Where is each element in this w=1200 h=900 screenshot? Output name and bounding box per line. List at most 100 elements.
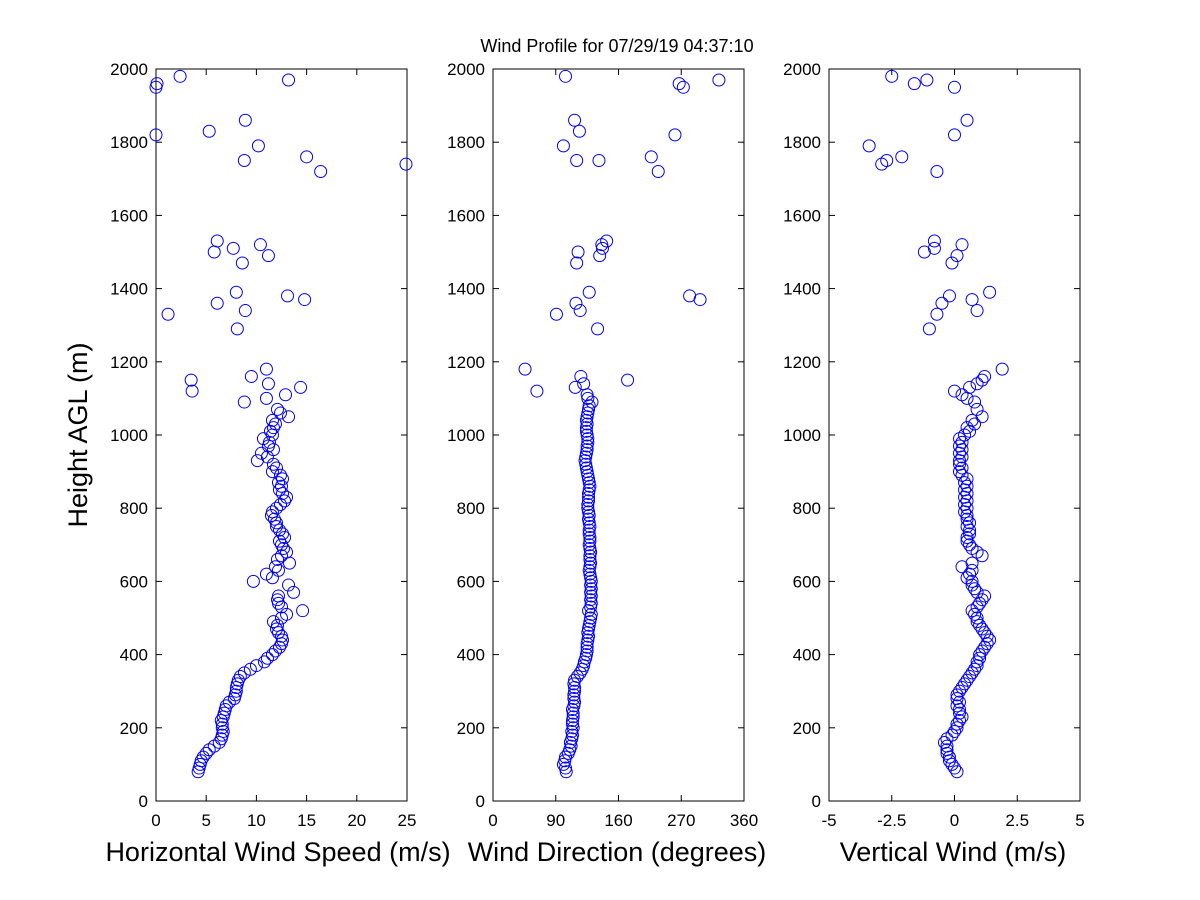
data-point [249, 659, 263, 673]
data-point [960, 571, 974, 585]
data-point [960, 487, 974, 501]
data-point [950, 249, 964, 263]
data-point [885, 69, 899, 83]
data-point [592, 154, 606, 167]
data-point [942, 289, 956, 303]
data-point [259, 567, 273, 581]
data-point [573, 666, 587, 680]
data-point [266, 457, 280, 471]
y-tick-label: 2000 [447, 60, 485, 79]
data-point [568, 684, 582, 698]
data-point [973, 651, 987, 665]
data-point [577, 377, 591, 391]
y-tick-label: 0 [476, 792, 485, 811]
data-point [950, 699, 964, 713]
data-point [582, 285, 596, 299]
data-point [571, 245, 585, 259]
x-tick-labels: 0 5 10 15 20 25 [151, 811, 416, 830]
data-point [970, 402, 984, 416]
data-point [580, 644, 594, 658]
data-point [194, 754, 208, 768]
data-point [273, 468, 287, 482]
data-point [978, 369, 992, 383]
data-point [244, 369, 258, 383]
data-point [958, 483, 972, 497]
data-point [269, 501, 283, 515]
data-point [980, 629, 994, 643]
data-point [948, 80, 961, 94]
data-point [712, 73, 726, 87]
data-point [268, 560, 282, 574]
data-point [953, 684, 967, 698]
x-tick-label: 0 [488, 811, 497, 830]
data-point [948, 724, 961, 738]
data-points [518, 69, 726, 779]
data-point [953, 706, 967, 720]
data-point [958, 498, 972, 512]
data-point [583, 534, 597, 548]
data-point [950, 692, 964, 706]
data-point [965, 563, 979, 577]
data-point [269, 520, 283, 533]
data-point [219, 699, 233, 713]
data-point [233, 670, 247, 684]
data-point [953, 457, 967, 471]
data-point [907, 77, 921, 91]
y-tick-label: 400 [120, 646, 148, 665]
data-point [965, 541, 979, 555]
data-point [518, 362, 532, 376]
data-point [580, 443, 594, 457]
y-tick-label: 2000 [110, 60, 148, 79]
data-point [960, 421, 974, 435]
y-tick-label: 800 [120, 499, 148, 518]
data-point [567, 692, 581, 706]
data-point [895, 150, 909, 164]
data-point [668, 128, 682, 142]
data-point [280, 607, 294, 621]
data-point [579, 424, 593, 438]
data-point [584, 607, 598, 621]
data-point [266, 421, 280, 435]
x-tick-label: 270 [667, 811, 695, 830]
data-point [570, 256, 584, 270]
data-point [960, 512, 974, 526]
data-point [975, 373, 989, 387]
x-tick-label: 0 [151, 811, 160, 830]
data-point [271, 589, 285, 603]
data-point [595, 238, 609, 252]
data-point [568, 380, 582, 394]
data-point [270, 402, 284, 416]
data-point [960, 501, 974, 515]
data-point [275, 538, 288, 552]
x-axis-label: Wind Direction (degrees) [468, 837, 767, 867]
data-point [958, 476, 972, 490]
data-point [953, 713, 967, 727]
data-point [955, 388, 969, 402]
data-point [955, 435, 969, 449]
data-point [582, 494, 596, 508]
data-point [583, 552, 597, 566]
data-point [960, 494, 974, 508]
data-point [955, 681, 969, 695]
data-points [862, 69, 1009, 779]
y-tick-label: 800 [793, 499, 821, 518]
data-point [582, 490, 596, 504]
data-point [582, 604, 596, 618]
data-point [582, 399, 596, 413]
data-point [960, 520, 974, 533]
data-point [574, 369, 588, 383]
data-point [600, 234, 614, 248]
data-point [953, 465, 967, 479]
y-tick-label: 1600 [447, 206, 485, 225]
data-point [581, 435, 595, 449]
y-tick-label: 1800 [447, 133, 485, 152]
data-point [210, 296, 224, 310]
data-point [948, 128, 961, 142]
data-point [253, 238, 267, 252]
data-point [948, 384, 961, 398]
y-tick-label: 200 [120, 719, 148, 738]
data-point [940, 739, 954, 753]
y-tick-label: 1000 [447, 426, 485, 445]
data-point [683, 289, 697, 303]
data-point [930, 164, 944, 178]
